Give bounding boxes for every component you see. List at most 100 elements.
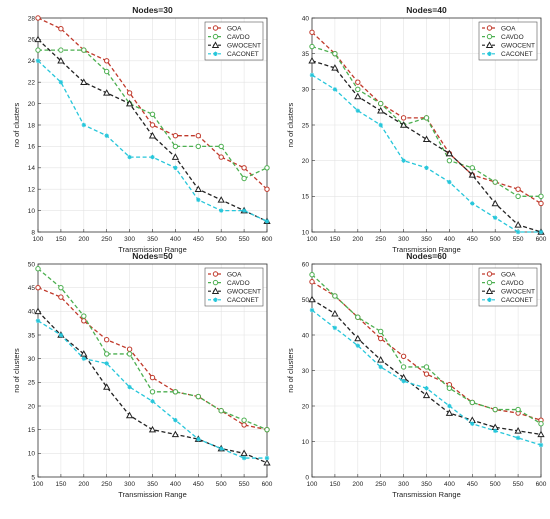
x-tick-label: 600: [536, 236, 547, 243]
data-point: [58, 294, 64, 300]
x-tick-label: 400: [170, 481, 181, 488]
data-point: [149, 111, 156, 118]
y-tick-label: 30: [302, 368, 310, 375]
data-point: [217, 196, 225, 203]
data-point: [104, 58, 110, 64]
legend-label: GWOCENT: [227, 289, 261, 296]
data-point: [104, 361, 109, 366]
legend-swatch-marker: [486, 271, 493, 277]
y-tick-label: 28: [28, 15, 36, 22]
chart-title: Nodes=30: [132, 5, 173, 15]
data-point: [401, 378, 406, 384]
y-tick-label: 16: [28, 144, 36, 151]
x-tick-label: 250: [101, 236, 112, 243]
legend-swatch-marker: [487, 297, 492, 302]
y-tick-label: 15: [28, 427, 36, 434]
data-point: [378, 335, 384, 342]
x-tick-label: 150: [55, 481, 66, 488]
data-point: [34, 35, 42, 43]
y-axis-label: no of clusters: [286, 348, 295, 393]
data-point: [172, 143, 179, 150]
x-tick-label: 550: [239, 236, 250, 243]
data-point: [309, 29, 315, 35]
data-point: [515, 186, 521, 192]
legend-label: CACONET: [501, 51, 533, 58]
data-point: [470, 421, 475, 426]
x-tick-label: 450: [467, 481, 478, 488]
data-point: [241, 455, 247, 461]
y-tick-label: 35: [302, 51, 310, 58]
legend-label: CAVDO: [227, 34, 250, 41]
data-point: [424, 386, 429, 391]
y-tick-label: 40: [302, 332, 310, 339]
series-line: [37, 287, 268, 431]
data-point: [445, 409, 454, 416]
data-point: [515, 193, 521, 200]
x-tick-label: 300: [124, 236, 135, 243]
data-point: [423, 115, 430, 121]
x-tick-label: 200: [78, 236, 89, 243]
data-point: [422, 135, 431, 143]
data-point: [126, 351, 133, 357]
data-point: [104, 337, 110, 343]
data-point: [35, 47, 41, 53]
x-tick-label: 100: [33, 236, 44, 243]
x-tick-label: 200: [352, 481, 363, 488]
data-point: [355, 79, 361, 85]
data-point: [447, 179, 452, 185]
y-tick-label: 10: [302, 229, 310, 236]
legend-swatch-marker: [211, 287, 220, 294]
data-point: [218, 154, 224, 160]
data-point: [446, 385, 453, 391]
data-point: [264, 186, 270, 192]
data-point: [468, 171, 476, 178]
data-point: [148, 131, 157, 139]
x-tick-label: 300: [398, 481, 409, 488]
x-tick-label: 300: [124, 481, 135, 488]
data-point: [424, 165, 429, 170]
y-tick-label: 45: [28, 285, 36, 292]
x-tick-label: 400: [444, 481, 455, 488]
x-tick-label: 100: [33, 481, 44, 488]
x-tick-label: 450: [467, 236, 478, 243]
x-tick-label: 150: [55, 236, 66, 243]
x-tick-label: 550: [513, 481, 524, 488]
legend-swatch-marker: [211, 41, 220, 48]
data-point: [423, 371, 430, 377]
x-tick-label: 350: [421, 236, 432, 243]
y-tick-label: 30: [28, 356, 36, 363]
x-tick-label: 250: [375, 481, 386, 488]
x-tick-label: 100: [307, 236, 318, 243]
y-tick-label: 50: [302, 297, 310, 304]
series-line: [311, 274, 542, 425]
data-point: [149, 122, 156, 128]
data-point: [538, 442, 544, 448]
chart-title: Nodes=40: [406, 5, 447, 15]
x-tick-label: 150: [329, 236, 340, 243]
x-tick-label: 450: [193, 236, 204, 243]
data-point: [81, 313, 87, 319]
data-point: [264, 219, 270, 224]
series-cavdo: [35, 266, 270, 433]
data-point: [125, 99, 134, 107]
x-tick-label: 400: [170, 236, 181, 243]
data-point: [103, 89, 111, 96]
legend-swatch-marker: [212, 279, 219, 286]
legend-label: CACONET: [227, 51, 259, 58]
x-tick-label: 550: [239, 481, 250, 488]
data-point: [58, 26, 64, 32]
y-axis-label: no of clusters: [12, 102, 21, 147]
series-caconet: [309, 307, 544, 448]
y-tick-label: 20: [302, 403, 310, 410]
legend-label: CAVDO: [227, 280, 250, 287]
data-point: [537, 430, 545, 438]
data-point: [195, 133, 202, 139]
data-point: [469, 399, 475, 406]
data-point: [218, 408, 224, 414]
y-tick-label: 0: [305, 474, 309, 481]
data-point: [355, 108, 360, 113]
y-tick-label: 18: [28, 122, 36, 129]
y-tick-label: 50: [28, 261, 36, 268]
